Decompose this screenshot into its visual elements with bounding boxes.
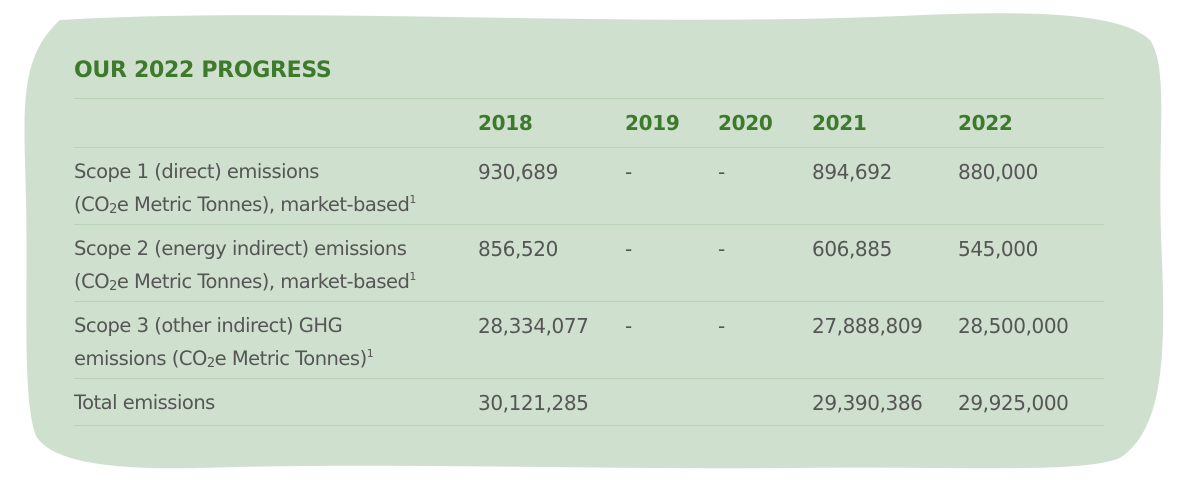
footnote-marker: 1 bbox=[409, 270, 416, 283]
co2-subscript: 2 bbox=[206, 356, 215, 371]
co2-subscript: 2 bbox=[109, 279, 117, 294]
row-label: Scope 1 (direct) emissions (CO2e Metric … bbox=[74, 148, 478, 225]
cell-2022: 28,500,000 bbox=[958, 314, 1069, 338]
row-label-line-2-suffix: e Metric Tonnes), market-based bbox=[116, 193, 410, 216]
row-label-line-2-suffix: e Metric Tonnes) bbox=[214, 347, 368, 370]
cell-2018: 856,520 bbox=[478, 237, 558, 261]
column-header-2018: 2018 bbox=[478, 111, 533, 135]
row-label-line-1: Scope 1 (direct) emissions bbox=[74, 160, 319, 183]
column-header-2019: 2019 bbox=[625, 111, 680, 135]
cell-2020: - bbox=[718, 314, 725, 338]
cell-2021: 27,888,809 bbox=[812, 314, 923, 338]
cell-2019: - bbox=[625, 237, 632, 261]
co2-subscript: 2 bbox=[109, 202, 117, 217]
cell-2020: - bbox=[718, 237, 725, 261]
cell-2018: 28,334,077 bbox=[478, 314, 589, 338]
cell-2019: - bbox=[625, 160, 632, 184]
cell-2020: - bbox=[718, 160, 725, 184]
row-label: Scope 2 (energy indirect) emissions (CO2… bbox=[74, 225, 478, 302]
cell-2018: 30,121,285 bbox=[478, 391, 589, 415]
cell-2021: 29,390,386 bbox=[812, 391, 923, 415]
row-label-line-2-prefix: (CO bbox=[74, 270, 110, 293]
row-label-line-1: Scope 2 (energy indirect) emissions bbox=[74, 237, 407, 260]
table-row-scope-2: Scope 2 (energy indirect) emissions (CO2… bbox=[74, 224, 1104, 302]
row-label-line-2-suffix: e Metric Tonnes), market-based bbox=[116, 270, 410, 293]
row-label-line-2-prefix: (CO bbox=[74, 193, 110, 216]
footnote-marker: 1 bbox=[366, 347, 374, 360]
cell-2022: 29,925,000 bbox=[958, 391, 1069, 415]
cell-2022: 545,000 bbox=[958, 237, 1038, 261]
column-header-metric bbox=[74, 99, 478, 148]
table-row-scope-3: Scope 3 (other indirect) GHG emissions (… bbox=[74, 301, 1104, 379]
table-row-scope-1: Scope 1 (direct) emissions (CO2e Metric … bbox=[74, 147, 1104, 225]
cell-2018: 930,689 bbox=[478, 160, 558, 184]
footnote-marker: 1 bbox=[409, 193, 416, 206]
emissions-table: 2018 2019 2020 2021 2022 Scope 1 (direct… bbox=[74, 98, 1104, 426]
cell-2021: 894,692 bbox=[812, 160, 892, 184]
row-label-line-1: Scope 3 (other indirect) GHG bbox=[74, 314, 343, 337]
column-header-2021: 2021 bbox=[812, 111, 867, 135]
progress-card: OUR 2022 PROGRESS 2018 2019 2020 2021 20… bbox=[74, 54, 1104, 426]
cell-2019 bbox=[625, 379, 718, 426]
cell-2020 bbox=[718, 379, 812, 426]
row-label-line-2-prefix: emissions (CO bbox=[74, 347, 207, 370]
cell-2022: 880,000 bbox=[958, 160, 1038, 184]
cell-2021: 606,885 bbox=[812, 237, 892, 261]
row-label: Scope 3 (other indirect) GHG emissions (… bbox=[74, 302, 478, 379]
cell-2019: - bbox=[625, 314, 632, 338]
row-label: Total emissions bbox=[74, 391, 215, 414]
section-heading: OUR 2022 PROGRESS bbox=[74, 58, 332, 83]
table-header-row: 2018 2019 2020 2021 2022 bbox=[74, 98, 1104, 148]
column-header-2020: 2020 bbox=[718, 111, 773, 135]
table-row-total: Total emissions 30,121,285 29,390,386 29… bbox=[74, 378, 1104, 426]
column-header-2022: 2022 bbox=[958, 111, 1013, 135]
